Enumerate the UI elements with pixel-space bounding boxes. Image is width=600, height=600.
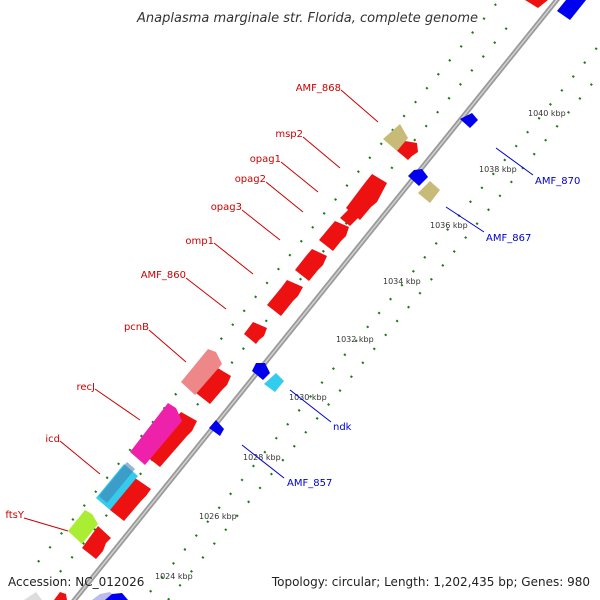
- gene-pcnB: [181, 349, 222, 395]
- gene-AMF_857: [209, 420, 224, 436]
- forward-labels: ftsY icd recJ pcnB AMF_860 omp1 opag3 op…: [5, 83, 379, 532]
- label-AMF_860: AMF_860: [141, 270, 186, 281]
- scale-tick-label: 1028 kbp: [243, 453, 281, 462]
- gene-arrow: [295, 249, 327, 281]
- label-icd: icd: [45, 434, 60, 445]
- label-pcnB: pcnB: [124, 322, 149, 333]
- gene-arrow: [346, 174, 387, 220]
- label-opag1: opag1: [250, 154, 281, 165]
- label-AMF_870: AMF_870: [535, 176, 580, 187]
- label-AMF_867: AMF_867: [486, 233, 531, 244]
- tick-track-outer-lower: [167, 73, 600, 600]
- gene-reverse-blue: [408, 169, 428, 186]
- scale-tick-label: 1032 kbp: [336, 335, 374, 344]
- map-title: Anaplasma marginale str. Florida, comple…: [136, 11, 478, 26]
- scale-tick-label: 1036 kbp: [430, 221, 468, 230]
- gene-arrow: [525, 0, 548, 8]
- label-msp2: msp2: [275, 129, 303, 140]
- gene-fragment: [24, 592, 42, 600]
- gene-ndk: [264, 373, 284, 392]
- label-opag2: opag2: [235, 174, 266, 185]
- label-opag3: opag3: [211, 202, 242, 213]
- reverse-labels: AMF_857 ndk AMF_867 AMF_870: [241, 147, 580, 489]
- reverse-lane: [105, 0, 586, 600]
- gene-AMF_868: [383, 124, 408, 151]
- gene-recJ: [130, 403, 182, 465]
- gene-arrow: [146, 412, 197, 467]
- gene-arrow: [396, 141, 418, 160]
- gene-icd-inset: [99, 462, 135, 503]
- gene-ftsY: [68, 510, 98, 544]
- forward-outer-lane: [24, 124, 408, 600]
- gene-AMF_867: [418, 181, 440, 203]
- gene-reverse-blue: [105, 593, 128, 600]
- genome-backbone-highlight: [73, 0, 558, 600]
- scale-tick-label: 1026 kbp: [199, 512, 237, 521]
- label-omp1: omp1: [185, 236, 214, 247]
- gene-reverse-blue: [252, 363, 270, 380]
- gene-arrow: [319, 221, 349, 251]
- scale-tick-label: 1034 kbp: [383, 277, 421, 286]
- accession-text: Accession: NC_012026: [8, 575, 144, 589]
- scale-tick-label: 1024 kbp: [155, 572, 193, 581]
- forward-inner-lane: [54, 0, 548, 600]
- label-ftsY: ftsY: [5, 510, 24, 521]
- gene-AMF_870: [460, 113, 478, 128]
- gene-arrow: [196, 367, 231, 404]
- label-ndk: ndk: [333, 422, 352, 433]
- tick-track-inner-lower: [149, 43, 600, 593]
- gene-reverse-blue: [557, 0, 586, 20]
- gene-arrow: [54, 592, 67, 600]
- gene-arrow: [110, 478, 151, 521]
- gene-arrow: [82, 526, 111, 559]
- topology-text: Topology: circular; Length: 1,202,435 bp…: [271, 575, 590, 589]
- gene-arrow: [244, 322, 267, 344]
- label-AMF_868: AMF_868: [296, 83, 341, 94]
- gene-arrow: [267, 280, 303, 316]
- label-recJ: recJ: [77, 382, 96, 393]
- scale-tick-label: 1040 kbp: [528, 109, 566, 118]
- scale-tick-label: 1030 kbp: [289, 393, 327, 402]
- tick-track-outer-upper: [37, 3, 497, 563]
- scale-tick-label: 1038 kbp: [479, 165, 517, 174]
- label-AMF_857: AMF_857: [287, 478, 332, 489]
